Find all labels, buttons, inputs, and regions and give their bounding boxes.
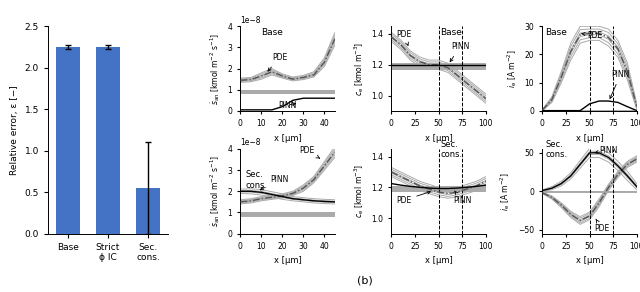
Text: PDE: PDE	[396, 191, 430, 205]
Y-axis label: $c_\mathrm{e}$ [kmol m$^{-3}$]: $c_\mathrm{e}$ [kmol m$^{-3}$]	[351, 41, 365, 96]
Y-axis label: $i_\mathrm{e}$ [A m$^{-2}$]: $i_\mathrm{e}$ [A m$^{-2}$]	[499, 172, 513, 211]
Bar	[56, 47, 80, 234]
Y-axis label: $c_\mathrm{e}$ [kmol m$^{-3}$]: $c_\mathrm{e}$ [kmol m$^{-3}$]	[351, 164, 365, 218]
Bar	[136, 188, 160, 234]
Text: (b): (b)	[357, 275, 372, 285]
Text: PDE: PDE	[595, 219, 609, 233]
X-axis label: x [μm]: x [μm]	[576, 134, 604, 143]
Y-axis label: $\dot{s}_\mathrm{an}$ [kmol m$^{-2}$ s$^{-1}$]: $\dot{s}_\mathrm{an}$ [kmol m$^{-2}$ s$^…	[208, 33, 221, 105]
Text: PINN: PINN	[260, 175, 288, 190]
Text: PINN: PINN	[278, 101, 296, 110]
Text: PINN: PINN	[450, 42, 469, 62]
Y-axis label: Relative error, ε [−]: Relative error, ε [−]	[10, 85, 19, 175]
X-axis label: x [μm]: x [μm]	[274, 256, 301, 265]
Text: PINN: PINN	[595, 146, 618, 155]
Text: PDE: PDE	[582, 31, 603, 39]
Bar	[96, 47, 120, 234]
X-axis label: x [μm]: x [μm]	[274, 134, 301, 143]
Y-axis label: $i_\mathrm{e}$ [A m$^{-2}$]: $i_\mathrm{e}$ [A m$^{-2}$]	[505, 49, 519, 88]
X-axis label: x [μm]: x [μm]	[425, 134, 452, 143]
Text: Sec.
cons.: Sec. cons.	[440, 140, 463, 159]
X-axis label: x [μm]: x [μm]	[576, 256, 604, 265]
Text: Sec.
cons.: Sec. cons.	[545, 140, 568, 159]
Y-axis label: $\dot{s}_\mathrm{an}$ [kmol m$^{-2}$ s$^{-1}$]: $\dot{s}_\mathrm{an}$ [kmol m$^{-2}$ s$^…	[208, 155, 221, 227]
Text: 1e−8: 1e−8	[241, 15, 261, 25]
Text: PINN: PINN	[610, 70, 630, 98]
Text: PINN: PINN	[452, 191, 471, 205]
Text: PDE: PDE	[299, 146, 319, 158]
X-axis label: x [μm]: x [μm]	[425, 256, 452, 265]
Text: Base: Base	[261, 28, 283, 37]
Text: Base: Base	[440, 28, 462, 37]
Text: PDE: PDE	[268, 53, 287, 71]
Text: Sec.
cons.: Sec. cons.	[245, 170, 268, 190]
Text: 1e−8: 1e−8	[241, 138, 261, 147]
Text: Base: Base	[545, 28, 567, 37]
Text: PDE: PDE	[396, 30, 412, 46]
